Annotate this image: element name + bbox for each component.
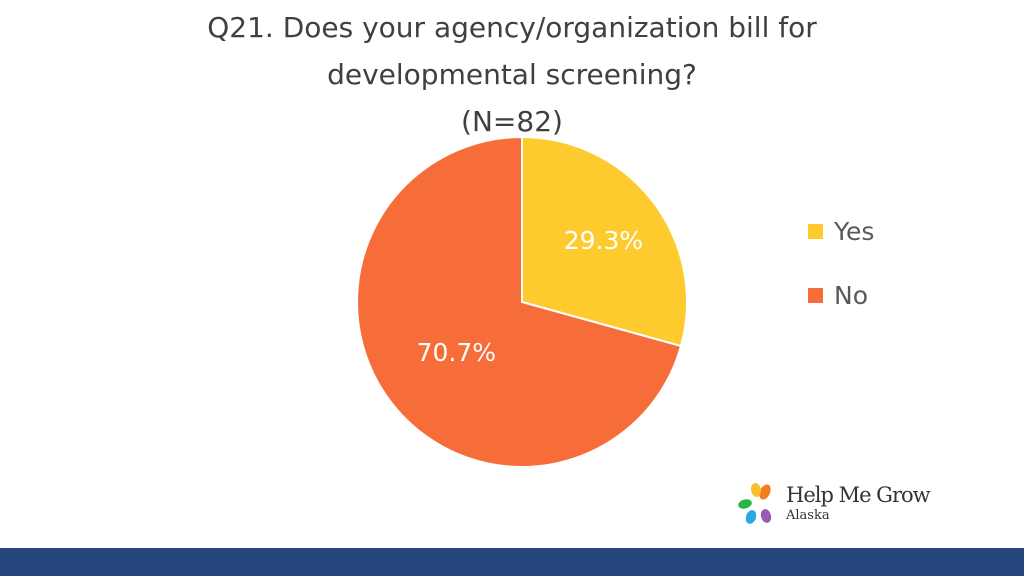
chart-title: Q21. Does your agency/organization bill … bbox=[112, 4, 912, 145]
help-me-grow-logo: Help Me Grow Alaska bbox=[736, 482, 946, 532]
data-label-yes: 29.3% bbox=[564, 226, 643, 255]
legend-swatch-yes bbox=[808, 224, 823, 239]
chart-title-line-1: Q21. Does your agency/organization bill … bbox=[207, 11, 817, 44]
logo-name: Help Me Grow bbox=[786, 483, 931, 507]
data-label-no: 70.7% bbox=[417, 338, 496, 367]
chart-title-line-2: developmental screening? bbox=[327, 58, 697, 91]
chart-title-line-3: (N=82) bbox=[461, 105, 563, 138]
legend-item-yes: Yes bbox=[808, 214, 874, 249]
legend-label-no: No bbox=[834, 281, 868, 310]
pie-slice-no bbox=[356, 135, 683, 468]
logo-text: Help Me Grow Alaska bbox=[786, 482, 931, 524]
pie-slice-yes bbox=[521, 135, 688, 348]
flower-logo-icon bbox=[738, 483, 772, 524]
chart-legend: Yes No bbox=[808, 214, 874, 342]
logo-region: Alaska bbox=[786, 508, 830, 523]
legend-item-no: No bbox=[808, 278, 874, 313]
legend-swatch-no bbox=[808, 288, 823, 303]
legend-label-yes: Yes bbox=[834, 217, 875, 246]
footer-bar bbox=[0, 548, 1024, 576]
